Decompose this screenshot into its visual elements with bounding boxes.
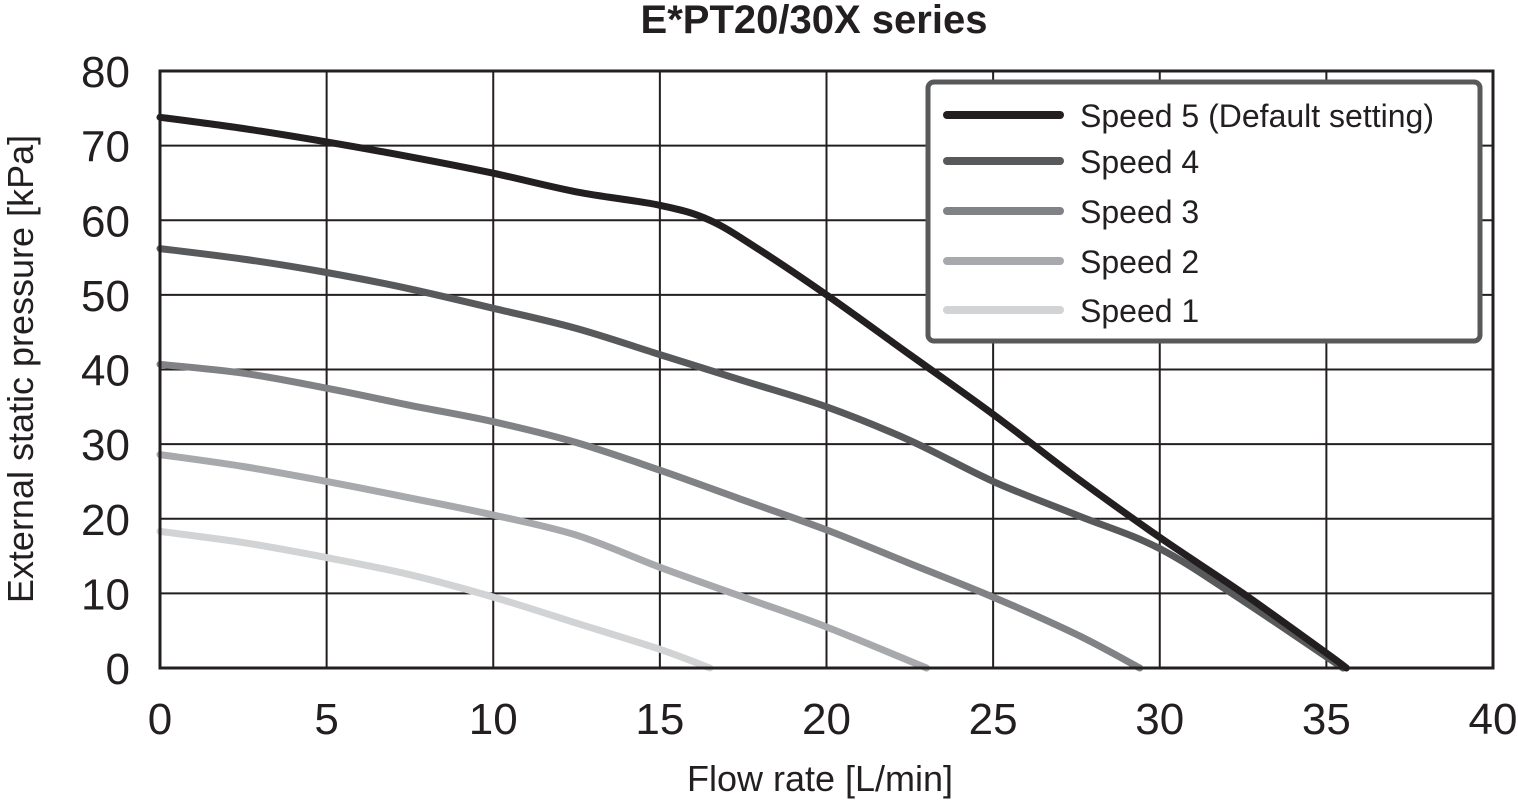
chart-title: E*PT20/30X series — [641, 0, 988, 42]
x-tick-label-30: 30 — [1135, 695, 1184, 744]
legend-entries: Speed 5 (Default setting) Speed 4 Speed 3 S… — [943, 98, 1434, 329]
legend-label-3: Speed 3 — [1080, 194, 1199, 230]
y-tick-labels: 0 10 20 30 40 50 60 70 80 — [81, 48, 130, 694]
plot-frame — [158, 69, 1495, 670]
y-tick-label-30: 30 — [81, 421, 130, 470]
y-tick-label-0: 0 — [106, 645, 130, 694]
legend: Speed 5 (Default setting) Speed 4 Speed 3 S… — [925, 79, 1483, 344]
series-line-speed-5 — [156, 113, 1350, 672]
data-series — [156, 113, 1350, 672]
x-tick-label-15: 15 — [635, 695, 684, 744]
x-axis-label: Flow rate [L/min] — [687, 758, 953, 799]
x-tick-label-40: 40 — [1469, 695, 1518, 744]
series-line-speed-4 — [156, 245, 1347, 672]
legend-label-2: Speed 2 — [1080, 244, 1199, 280]
x-tick-label-25: 25 — [969, 695, 1018, 744]
y-tick-label-50: 50 — [81, 272, 130, 321]
x-tick-label-35: 35 — [1302, 695, 1351, 744]
x-tick-label-10: 10 — [469, 695, 518, 744]
series-line-speed-3 — [156, 360, 1144, 672]
y-tick-label-80: 80 — [81, 48, 130, 97]
x-tick-label-5: 5 — [314, 695, 338, 744]
legend-box — [925, 79, 1483, 344]
y-tick-label-60: 60 — [81, 197, 130, 246]
y-tick-label-40: 40 — [81, 347, 130, 396]
legend-label-4: Speed 4 — [1080, 144, 1199, 180]
legend-label-5: Speed 5 (Default setting) — [1080, 98, 1434, 134]
legend-label-1: Speed 1 — [1080, 293, 1199, 329]
y-axis-label: External static pressure [kPa] — [0, 135, 41, 603]
y-tick-label-10: 10 — [81, 570, 130, 619]
x-tick-label-20: 20 — [802, 695, 851, 744]
x-tick-labels: 0 5 10 15 20 25 30 35 40 — [148, 695, 1518, 744]
x-tick-label-0: 0 — [148, 695, 172, 744]
series-line-speed-1 — [156, 527, 714, 672]
y-tick-label-20: 20 — [81, 496, 130, 545]
y-tick-label-70: 70 — [81, 123, 130, 172]
series-line-speed-2 — [156, 451, 930, 672]
